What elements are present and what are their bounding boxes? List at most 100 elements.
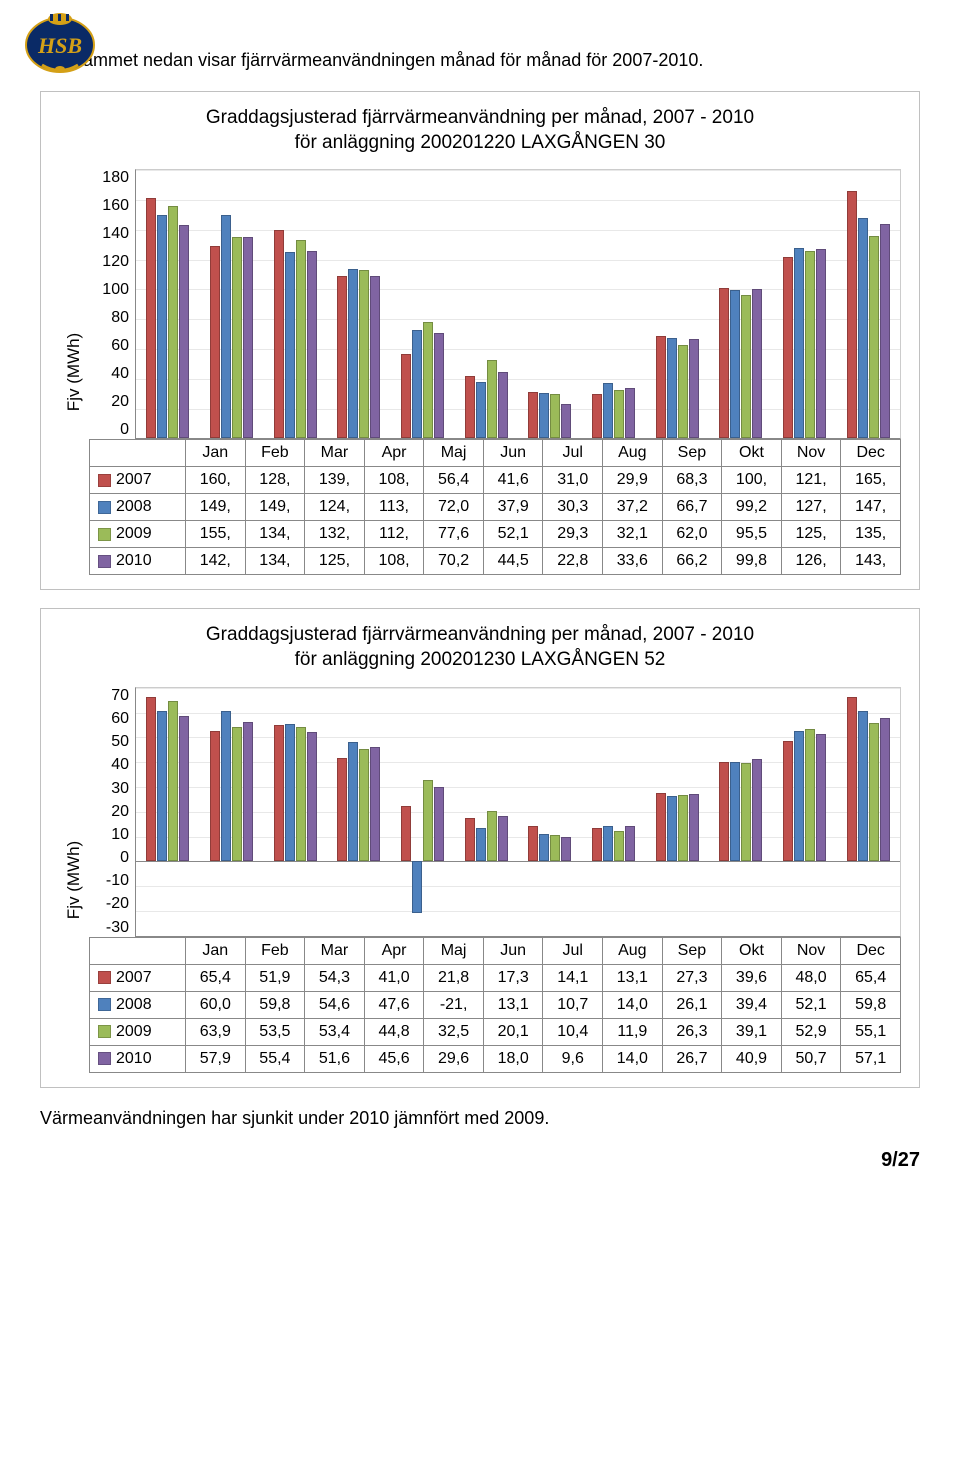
bar-2010-Jun bbox=[498, 816, 508, 861]
bar-2008-Okt bbox=[730, 290, 740, 439]
bar-2009-Feb bbox=[232, 237, 242, 438]
bar-2009-Jan bbox=[168, 206, 178, 439]
intro-paragraph: Diagrammet nedan visar fjärrvärmeanvändn… bbox=[40, 50, 920, 71]
bar-2007-Mar bbox=[274, 725, 284, 861]
month-header: Jul bbox=[543, 937, 603, 964]
bar-2009-Okt bbox=[741, 295, 751, 438]
bar-2009-Nov bbox=[805, 251, 815, 439]
month-header: Jun bbox=[483, 440, 543, 467]
bar-2008-Aug bbox=[603, 383, 613, 439]
bar-2007-Sep bbox=[656, 793, 666, 861]
bar-2008-Sep bbox=[667, 338, 677, 438]
chart-title: Graddagsjusterad fjärrvärmeanvändning pe… bbox=[59, 106, 901, 155]
bar-2010-Apr bbox=[370, 276, 380, 438]
chart-title: Graddagsjusterad fjärrvärmeanvändning pe… bbox=[59, 623, 901, 672]
table-row-2008: 200860,059,854,647,6-21,13,110,714,026,1… bbox=[90, 991, 901, 1018]
month-header: Sep bbox=[662, 440, 722, 467]
bar-2009-Jun bbox=[487, 811, 497, 861]
month-header: Okt bbox=[722, 440, 782, 467]
bar-2007-Jun bbox=[465, 818, 475, 861]
page-footer: 9/27 bbox=[40, 1149, 920, 1172]
bar-2008-Apr bbox=[348, 269, 358, 439]
month-header: Sep bbox=[662, 937, 722, 964]
plot-area bbox=[135, 687, 901, 937]
bar-2008-Okt bbox=[730, 762, 740, 861]
bar-2007-Aug bbox=[592, 394, 602, 439]
bar-2009-Jul bbox=[550, 394, 560, 438]
bar-2007-Jul bbox=[528, 826, 538, 861]
y-axis-label: Fjv (MWh) bbox=[64, 841, 84, 919]
swatch-2010 bbox=[98, 555, 111, 568]
bar-2007-Maj bbox=[401, 354, 411, 439]
month-header: Apr bbox=[364, 440, 424, 467]
bar-2008-Nov bbox=[794, 731, 804, 861]
bar-2007-Jul bbox=[528, 392, 538, 439]
data-table: JanFebMarAprMajJunJulAugSepOktNovDec2007… bbox=[89, 937, 901, 1073]
bar-2010-Mar bbox=[307, 251, 317, 439]
bar-2010-Apr bbox=[370, 747, 380, 861]
bar-2007-Feb bbox=[210, 731, 220, 861]
bar-2007-Jan bbox=[146, 198, 156, 438]
bar-2008-Jun bbox=[476, 828, 486, 861]
bar-2007-Apr bbox=[337, 276, 347, 438]
swatch-2009 bbox=[98, 1025, 111, 1038]
bar-2008-Mar bbox=[285, 724, 295, 861]
bar-2009-Aug bbox=[614, 390, 624, 438]
bar-2007-Feb bbox=[210, 246, 220, 438]
month-header: Maj bbox=[424, 937, 484, 964]
table-row-2010: 2010142,134,125,108,70,244,522,833,666,2… bbox=[90, 548, 901, 575]
bar-2007-Okt bbox=[719, 288, 729, 438]
month-header: Feb bbox=[245, 937, 305, 964]
bar-2007-Mar bbox=[274, 230, 284, 439]
bar-2007-Aug bbox=[592, 828, 602, 861]
month-header: Dec bbox=[841, 440, 901, 467]
table-row-2007: 2007160,128,139,108,56,441,631,029,968,3… bbox=[90, 467, 901, 494]
bar-2010-Feb bbox=[243, 722, 253, 861]
bar-2007-Jan bbox=[146, 697, 156, 861]
bar-2009-Maj bbox=[423, 322, 433, 438]
month-header: Maj bbox=[424, 440, 484, 467]
bar-2007-Maj bbox=[401, 806, 411, 861]
month-header: Apr bbox=[364, 937, 424, 964]
bar-2008-Jul bbox=[539, 834, 549, 861]
plot-area bbox=[135, 169, 901, 439]
month-header: Aug bbox=[603, 937, 663, 964]
bar-2009-Aug bbox=[614, 831, 624, 861]
swatch-2008 bbox=[98, 501, 111, 514]
bar-2010-Okt bbox=[752, 289, 762, 439]
month-header: Mar bbox=[305, 937, 365, 964]
bar-2010-Maj bbox=[434, 333, 444, 438]
bar-2010-Feb bbox=[243, 237, 253, 438]
swatch-2007 bbox=[98, 971, 111, 984]
bar-2008-Sep bbox=[667, 796, 677, 861]
bar-2007-Jun bbox=[465, 376, 475, 438]
bar-2008-Apr bbox=[348, 742, 358, 861]
bar-2007-Nov bbox=[783, 741, 793, 861]
swatch-2010 bbox=[98, 1052, 111, 1065]
bar-2008-Mar bbox=[285, 252, 295, 438]
bar-2008-Jan bbox=[157, 215, 167, 439]
bar-2008-Dec bbox=[858, 218, 868, 439]
month-header: Nov bbox=[781, 440, 841, 467]
table-row-2010: 201057,955,451,645,629,618,09,614,026,74… bbox=[90, 1045, 901, 1072]
bar-2010-Aug bbox=[625, 826, 635, 861]
month-header: Feb bbox=[245, 440, 305, 467]
month-header: Jun bbox=[483, 937, 543, 964]
bar-2008-Jan bbox=[157, 711, 167, 861]
bar-2008-Maj bbox=[412, 861, 422, 914]
bar-2010-Jan bbox=[179, 225, 189, 438]
y-ticks: 180160140120100806040200 bbox=[89, 169, 135, 439]
bar-2010-Dec bbox=[880, 224, 890, 439]
month-header: Jan bbox=[186, 937, 246, 964]
bar-2008-Aug bbox=[603, 826, 613, 861]
month-header: Dec bbox=[841, 937, 901, 964]
chart-1: Graddagsjusterad fjärrvärmeanvändning pe… bbox=[40, 91, 920, 590]
chart-2: Graddagsjusterad fjärrvärmeanvändning pe… bbox=[40, 608, 920, 1087]
bar-2010-Jul bbox=[561, 837, 571, 861]
month-header: Okt bbox=[722, 937, 782, 964]
month-header: Nov bbox=[781, 937, 841, 964]
bar-2009-Dec bbox=[869, 723, 879, 861]
bar-2008-Nov bbox=[794, 248, 804, 439]
bar-2010-Okt bbox=[752, 759, 762, 861]
bar-2009-Sep bbox=[678, 345, 688, 438]
